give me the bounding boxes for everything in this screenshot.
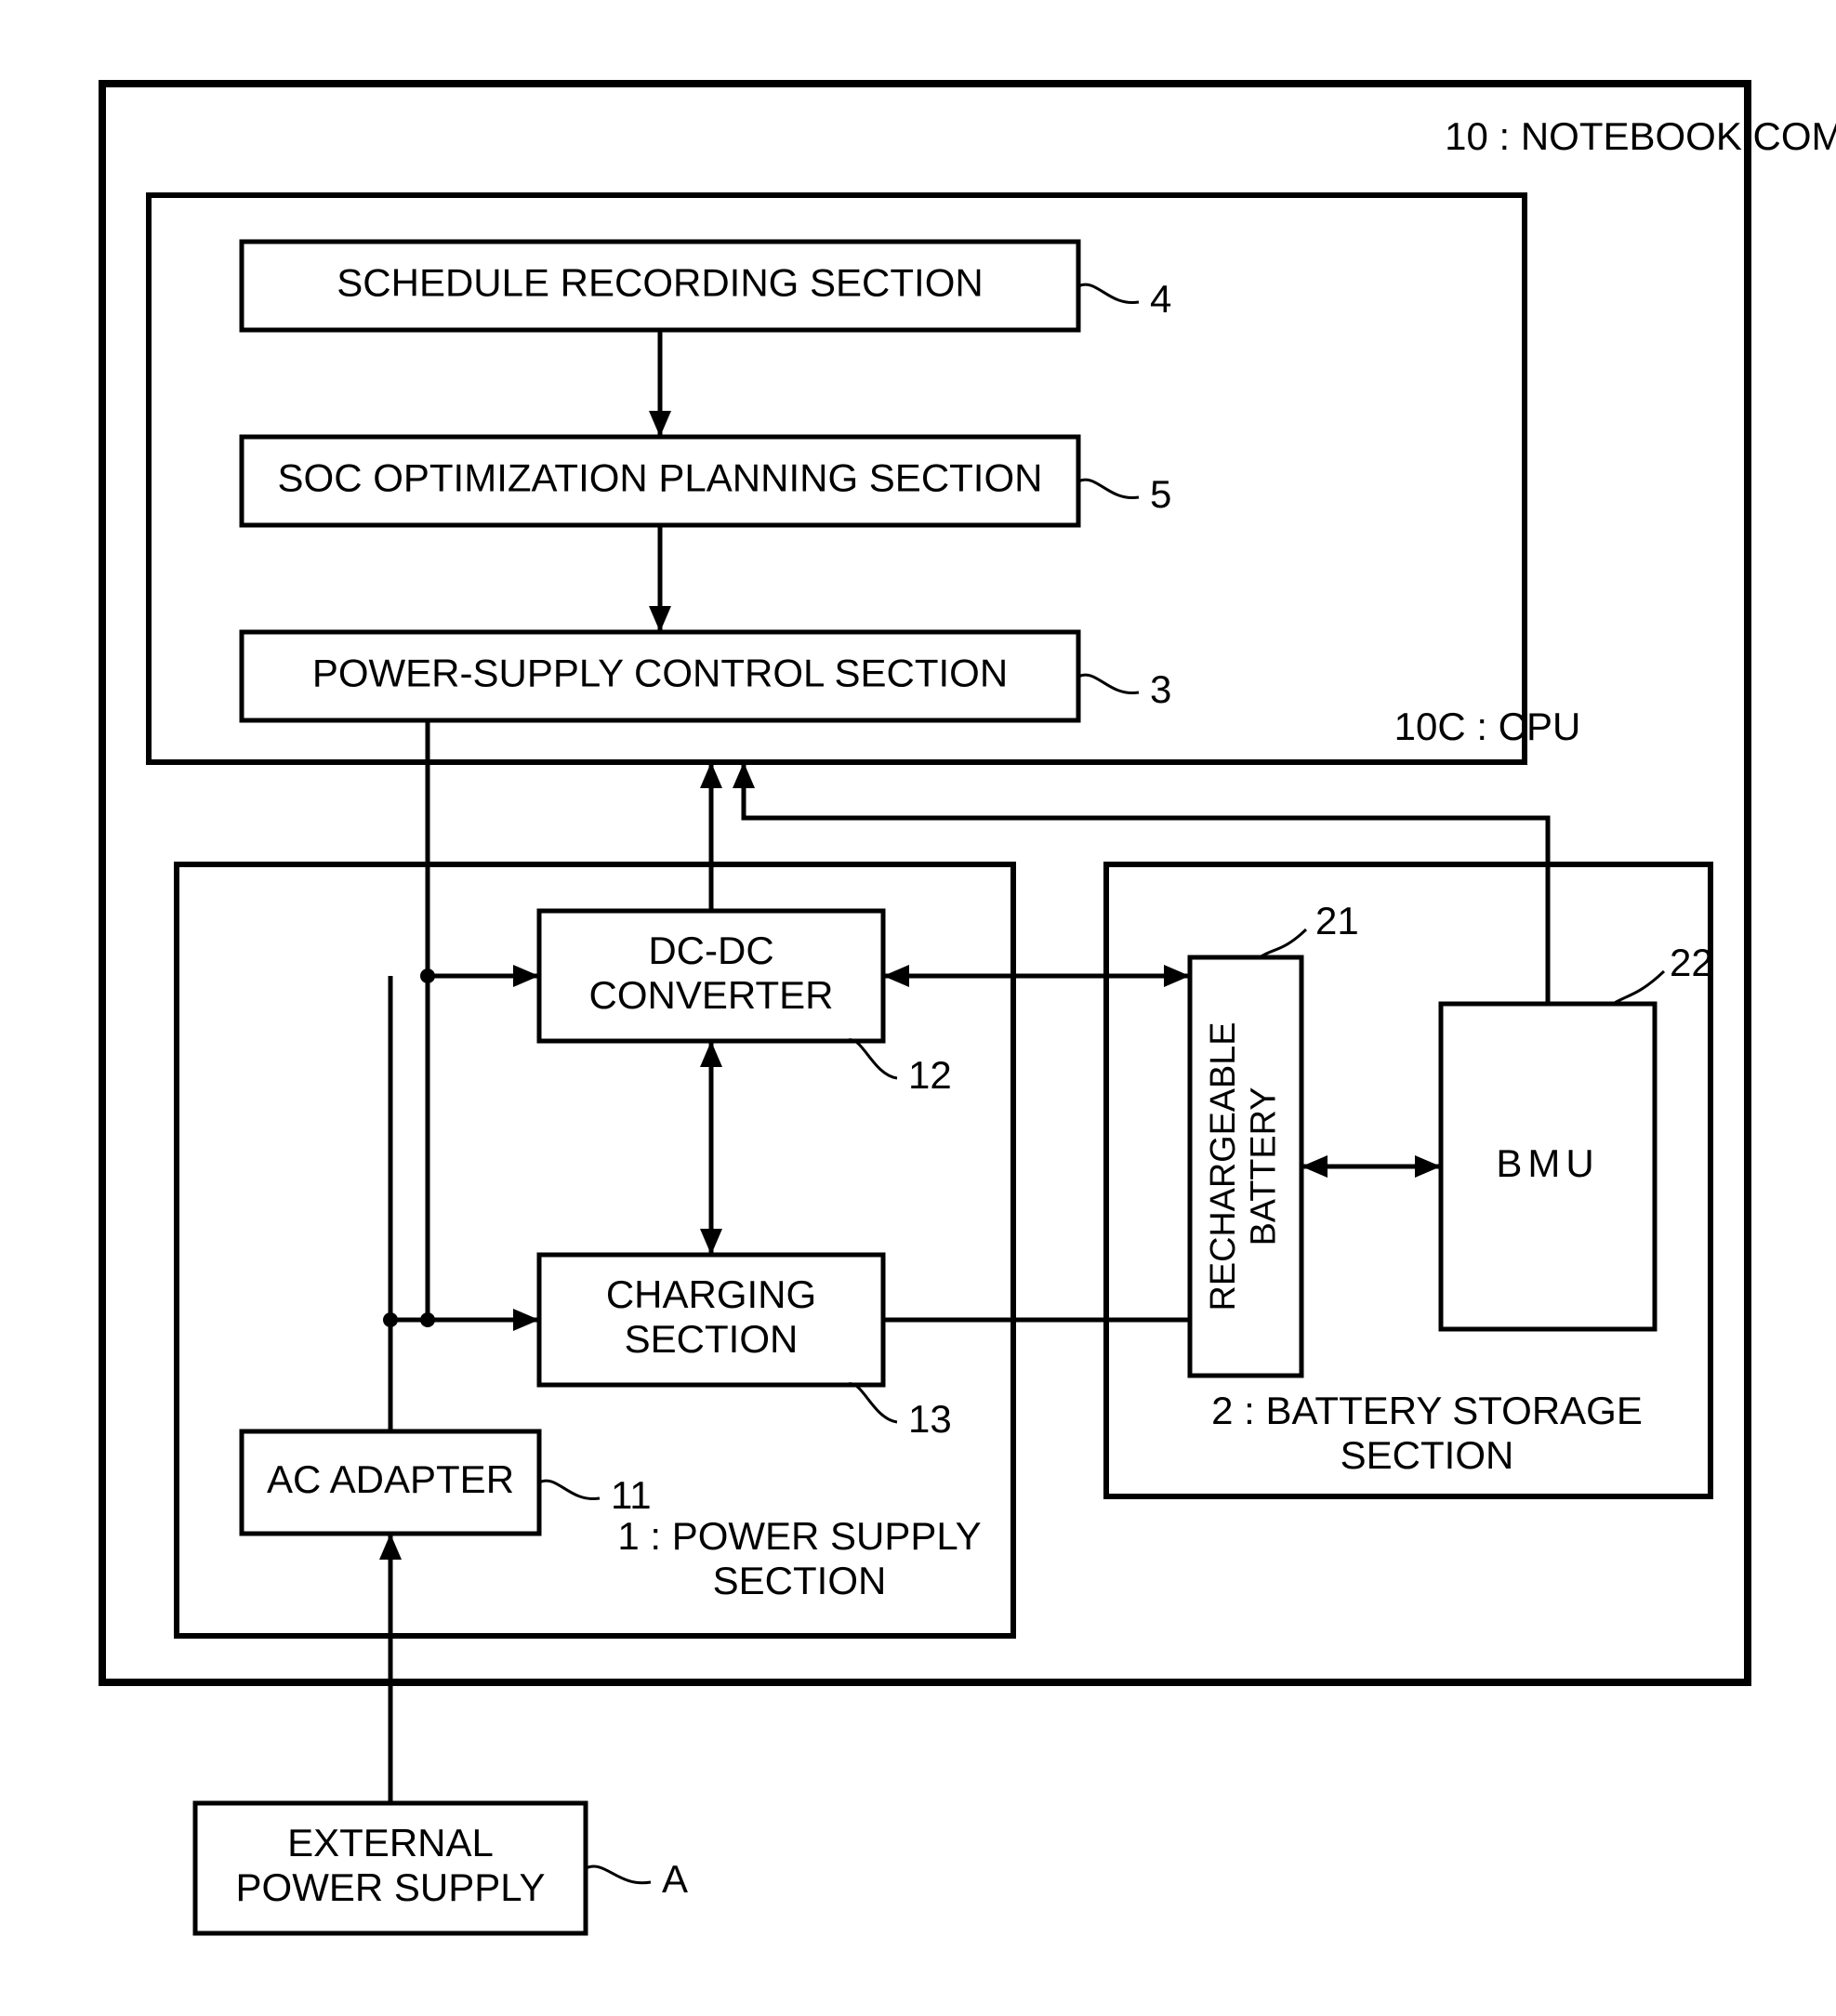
label-soc: SOC OPTIMIZATION PLANNING SECTION xyxy=(278,456,1043,500)
svg-text:CONVERTER: CONVERTER xyxy=(589,973,834,1017)
ref-sched: 4 xyxy=(1150,277,1171,321)
svg-text:EXTERNAL: EXTERNAL xyxy=(287,1821,494,1864)
junction-dot xyxy=(420,968,435,983)
svg-text:SOC OPTIMIZATION PLANNING SECT: SOC OPTIMIZATION PLANNING SECTION xyxy=(278,456,1043,500)
svg-text:CHARGING: CHARGING xyxy=(606,1272,816,1316)
ref-rbatt: 21 xyxy=(1315,899,1359,942)
svg-text:SECTION: SECTION xyxy=(1341,1433,1514,1477)
ref-pwrctrl: 3 xyxy=(1150,667,1171,711)
svg-text:1 : POWER SUPPLY: 1 : POWER SUPPLY xyxy=(617,1514,981,1558)
svg-text:POWER-SUPPLY CONTROL SECTION: POWER-SUPPLY CONTROL SECTION xyxy=(312,652,1008,695)
ref-dcdc: 12 xyxy=(908,1053,952,1097)
label-cpu: 10C : CPU xyxy=(1394,705,1581,748)
label-charge: CHARGINGSECTION xyxy=(606,1272,816,1361)
label-bmu: BMU xyxy=(1496,1141,1599,1185)
svg-text:RECHARGEABLE: RECHARGEABLE xyxy=(1204,1022,1243,1311)
svg-text:AC ADAPTER: AC ADAPTER xyxy=(267,1457,514,1501)
junction-dot xyxy=(383,1312,398,1327)
svg-text:DC-DC: DC-DC xyxy=(648,929,773,972)
svg-text:POWER SUPPLY: POWER SUPPLY xyxy=(236,1865,546,1909)
ref-charge: 13 xyxy=(908,1397,952,1441)
svg-text:SCHEDULE RECORDING SECTION: SCHEDULE RECORDING SECTION xyxy=(337,261,983,305)
label-notebook: 10 : NOTEBOOK COMPUTER xyxy=(1445,114,1836,158)
ref-bmu: 22 xyxy=(1670,941,1713,984)
label-sched: SCHEDULE RECORDING SECTION xyxy=(337,261,983,305)
svg-text:BMU: BMU xyxy=(1496,1141,1599,1185)
svg-text:SECTION: SECTION xyxy=(713,1559,887,1602)
label-acad: AC ADAPTER xyxy=(267,1457,514,1501)
svg-text:SECTION: SECTION xyxy=(625,1317,799,1361)
svg-text:BATTERY: BATTERY xyxy=(1245,1087,1284,1246)
svg-text:2 : BATTERY STORAGE: 2 : BATTERY STORAGE xyxy=(1211,1389,1643,1432)
label-pwrctrl: POWER-SUPPLY CONTROL SECTION xyxy=(312,652,1008,695)
ref-ext: A xyxy=(662,1857,688,1901)
ref-acad: 11 xyxy=(611,1473,652,1517)
junction-dot xyxy=(420,1312,435,1327)
ref-soc: 5 xyxy=(1150,472,1171,516)
